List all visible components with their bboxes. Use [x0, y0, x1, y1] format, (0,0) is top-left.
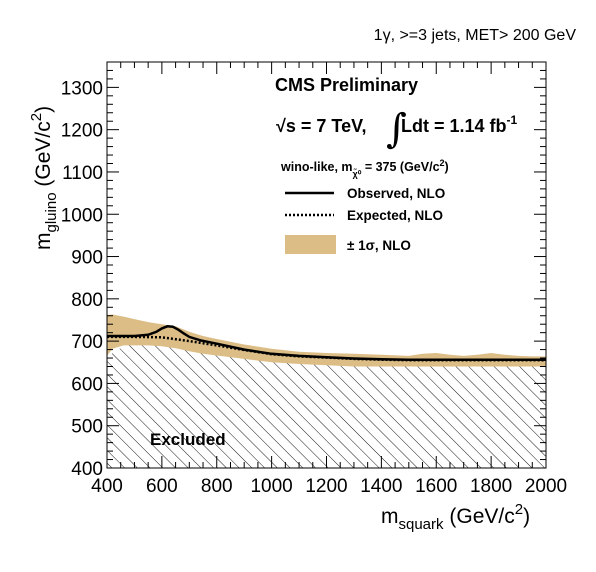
- legend: Observed, NLO Expected, NLO ± 1σ, NLO: [285, 186, 445, 254]
- x-tick-label: 400: [91, 476, 123, 497]
- axis-ticks: [106, 61, 547, 469]
- uncertainty-band: [107, 314, 546, 367]
- model-label-text: wino-like, m: [280, 160, 353, 174]
- lumi-label-exp: -1: [507, 113, 518, 127]
- legend-observed-label: Observed, NLO: [347, 186, 445, 201]
- y-tick-label: 600: [71, 374, 103, 395]
- y-axis-title-exp: 2: [28, 113, 45, 121]
- legend-expected-label: Expected, NLO: [347, 208, 443, 223]
- x-axis-title-close: ): [523, 505, 530, 528]
- y-axis-title-main: m: [32, 233, 55, 251]
- model-label-exp: 2: [440, 158, 445, 168]
- y-tick-label: 900: [71, 248, 103, 269]
- x-tick-label: 1000: [250, 476, 292, 497]
- legend-band-swatch: [285, 235, 336, 254]
- excluded-region-hatch: [107, 338, 546, 468]
- x-tick-label: 800: [201, 476, 233, 497]
- y-tick-label: 500: [71, 417, 103, 438]
- axis-tick-labels: 400 600 800 1000 1200 1400 1600 1800 2000 400 500 6…: [61, 78, 567, 497]
- x-tick-label: 1200: [305, 476, 347, 497]
- legend-band-label: ± 1σ, NLO: [347, 238, 411, 253]
- y-tick-label: 800: [71, 290, 103, 311]
- lumi-label: Ldt = 1.14 fb-1: [401, 113, 518, 136]
- x-axis-title-exp: 2: [515, 501, 523, 518]
- x-axis-title-main: m: [381, 505, 399, 528]
- x-tick-label: 1600: [415, 476, 457, 497]
- y-tick-label: 1100: [62, 163, 103, 184]
- x-axis-title-unit: (GeV/c: [444, 505, 515, 528]
- model-label-value: = 375 (GeV/c: [361, 160, 439, 174]
- model-label-sub: χ̃⁰: [353, 168, 362, 179]
- y-tick-label: 400: [71, 459, 103, 480]
- lumi-label-text: Ldt = 1.14 fb: [401, 116, 507, 136]
- model-label: wino-like, mχ̃⁰ = 375 (GeV/c2): [280, 158, 449, 179]
- y-axis-title-sub: gluino: [43, 192, 60, 232]
- observed-limit-line: [107, 325, 546, 361]
- y-tick-label: 1200: [61, 121, 103, 142]
- y-tick-label: 1000: [61, 205, 103, 226]
- x-tick-label: 2000: [525, 476, 567, 497]
- model-label-close: ): [445, 160, 449, 174]
- excluded-label: Excluded: [150, 430, 226, 449]
- energy-label: √s = 7 TeV,: [276, 116, 366, 136]
- x-tick-label: 1800: [470, 476, 512, 497]
- y-tick-label: 1300: [61, 78, 103, 99]
- x-tick-label: 1400: [360, 476, 402, 497]
- experiment-label: CMS Preliminary: [275, 75, 418, 95]
- y-axis-title-close: ): [32, 106, 55, 113]
- y-axis-title: mgluino (GeV/c2): [28, 106, 60, 250]
- x-axis-title-sub: squark: [399, 516, 445, 533]
- chart-header: 1γ, >=3 jets, MET> 200 GeV: [374, 27, 577, 44]
- y-axis-title-unit: (GeV/c: [32, 121, 55, 192]
- lumi-integral: ∫: [386, 106, 407, 152]
- x-axis-title: msquark (GeV/c2): [381, 501, 530, 533]
- y-tick-label: 700: [71, 332, 103, 353]
- x-tick-label: 600: [146, 476, 178, 497]
